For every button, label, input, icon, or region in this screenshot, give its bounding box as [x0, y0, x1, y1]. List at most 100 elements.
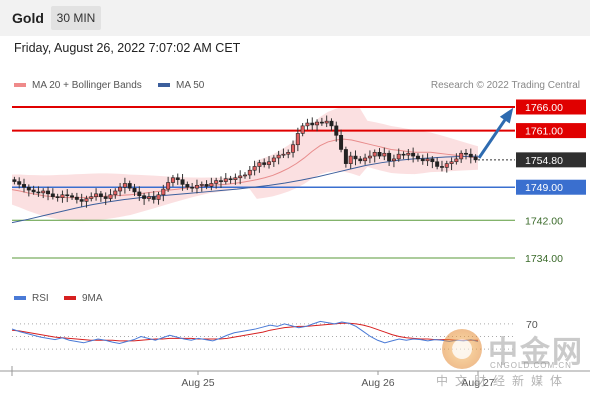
- x-axis-label-2: Aug 27: [461, 377, 494, 389]
- candle-body: [291, 144, 296, 153]
- candle-body: [161, 188, 166, 196]
- price-label-3: 1749.00: [516, 179, 586, 195]
- ma50-line: [11, 155, 479, 224]
- candle-body: [271, 157, 276, 163]
- candle-body: [358, 158, 363, 162]
- candle-body: [324, 120, 329, 124]
- symbol-name: Gold: [12, 10, 44, 26]
- candle-body: [175, 177, 180, 180]
- candle-body: [89, 196, 94, 199]
- price-label-box: [516, 152, 586, 168]
- legend-ma20: MA 20 + Bollinger Bands: [14, 80, 142, 91]
- candle-body: [113, 190, 118, 196]
- candle-body: [132, 187, 137, 193]
- candle-body: [401, 153, 406, 156]
- legend-rsi: RSI: [14, 293, 49, 304]
- rsi-ma-swatch: [64, 296, 76, 301]
- candle-body: [243, 174, 247, 177]
- price-label-5: 1734.00: [525, 253, 563, 265]
- candle-body: [108, 194, 113, 199]
- candle-body: [439, 166, 444, 168]
- rsi-swatch: [14, 296, 26, 301]
- price-label-text: 1749.00: [525, 182, 563, 194]
- candle-body: [406, 152, 411, 156]
- price-label-text: 1766.00: [525, 102, 563, 114]
- candle-body: [74, 196, 79, 200]
- candle-body: [454, 158, 459, 163]
- candle-body: [339, 135, 344, 150]
- legend-ma50: MA 50: [158, 80, 204, 91]
- price-label-4: 1742.00: [525, 215, 563, 227]
- ma50-label: MA 50: [176, 80, 205, 91]
- candle-body: [70, 195, 75, 198]
- price-label-text: 1734.00: [525, 253, 563, 265]
- cngold-logo-icon: [442, 329, 482, 369]
- candle-body: [199, 184, 204, 186]
- candle-body: [257, 162, 262, 167]
- bollinger-band-area: [12, 106, 478, 222]
- price-label-text: 1742.00: [525, 215, 563, 227]
- ma50-swatch: [158, 83, 170, 88]
- rsi-tick-70: 70: [526, 319, 538, 331]
- candle-body: [46, 190, 51, 195]
- candle-body: [464, 152, 468, 155]
- research-credit: Research © 2022 Trading Central: [430, 80, 580, 91]
- price-label-box: [516, 123, 586, 139]
- legend-rsi-ma: 9MA: [64, 293, 103, 304]
- candle-body: [377, 152, 382, 157]
- candle-body: [420, 158, 425, 162]
- candle-body: [55, 196, 60, 198]
- candle-body: [281, 153, 286, 156]
- candle-body: [60, 194, 65, 198]
- x-axis-label-1: Aug 26: [361, 377, 394, 389]
- candle-body: [233, 177, 238, 180]
- price-label-text: 1761.00: [525, 126, 563, 138]
- candle-body: [228, 178, 233, 181]
- candle-body: [50, 193, 55, 197]
- candle-body: [214, 180, 219, 184]
- candle-body: [84, 198, 89, 202]
- candle-body: [31, 189, 36, 193]
- candle-body: [170, 177, 175, 183]
- candle-body: [473, 156, 478, 161]
- timeframe-badge[interactable]: 30 MIN: [51, 6, 101, 30]
- candle-body: [262, 162, 267, 165]
- price-label-1: 1761.00: [516, 123, 586, 139]
- candle-body: [387, 152, 392, 162]
- candle-body: [166, 182, 171, 190]
- candle-body: [12, 179, 17, 182]
- candle-body: [22, 184, 26, 188]
- candle-body: [79, 199, 84, 202]
- candle-body: [300, 125, 305, 134]
- candle-body: [238, 175, 243, 179]
- price-label-2: 1754.80: [516, 152, 586, 168]
- candle-body: [103, 196, 108, 199]
- candle-body: [127, 183, 132, 189]
- cngold-watermark: 中金网 CNGOLD.COM.CN 中文财经新媒体: [434, 325, 590, 388]
- candle-body: [276, 154, 281, 159]
- candle-body: [396, 153, 401, 160]
- watermark-name: 中金网: [488, 335, 584, 370]
- candle-body: [41, 190, 46, 194]
- candle-body: [223, 178, 228, 182]
- candle-body: [363, 157, 368, 162]
- candle-body: [194, 185, 199, 189]
- candle-body: [185, 184, 190, 188]
- candle-body: [444, 163, 449, 168]
- candle-body: [295, 133, 300, 146]
- candle-body: [391, 158, 396, 162]
- candle-body: [252, 166, 257, 171]
- candle-body: [286, 152, 291, 155]
- candle-body: [459, 152, 464, 160]
- candle-body: [209, 183, 214, 187]
- candle-body: [17, 181, 22, 185]
- price-label-0: 1766.00: [516, 99, 586, 115]
- candle-body: [151, 196, 156, 200]
- rsi-line: [11, 320, 479, 344]
- candle-body: [190, 186, 195, 189]
- candle-body: [26, 186, 31, 191]
- candle-body: [334, 125, 339, 136]
- candle-body: [425, 158, 430, 162]
- candle-body: [65, 194, 70, 197]
